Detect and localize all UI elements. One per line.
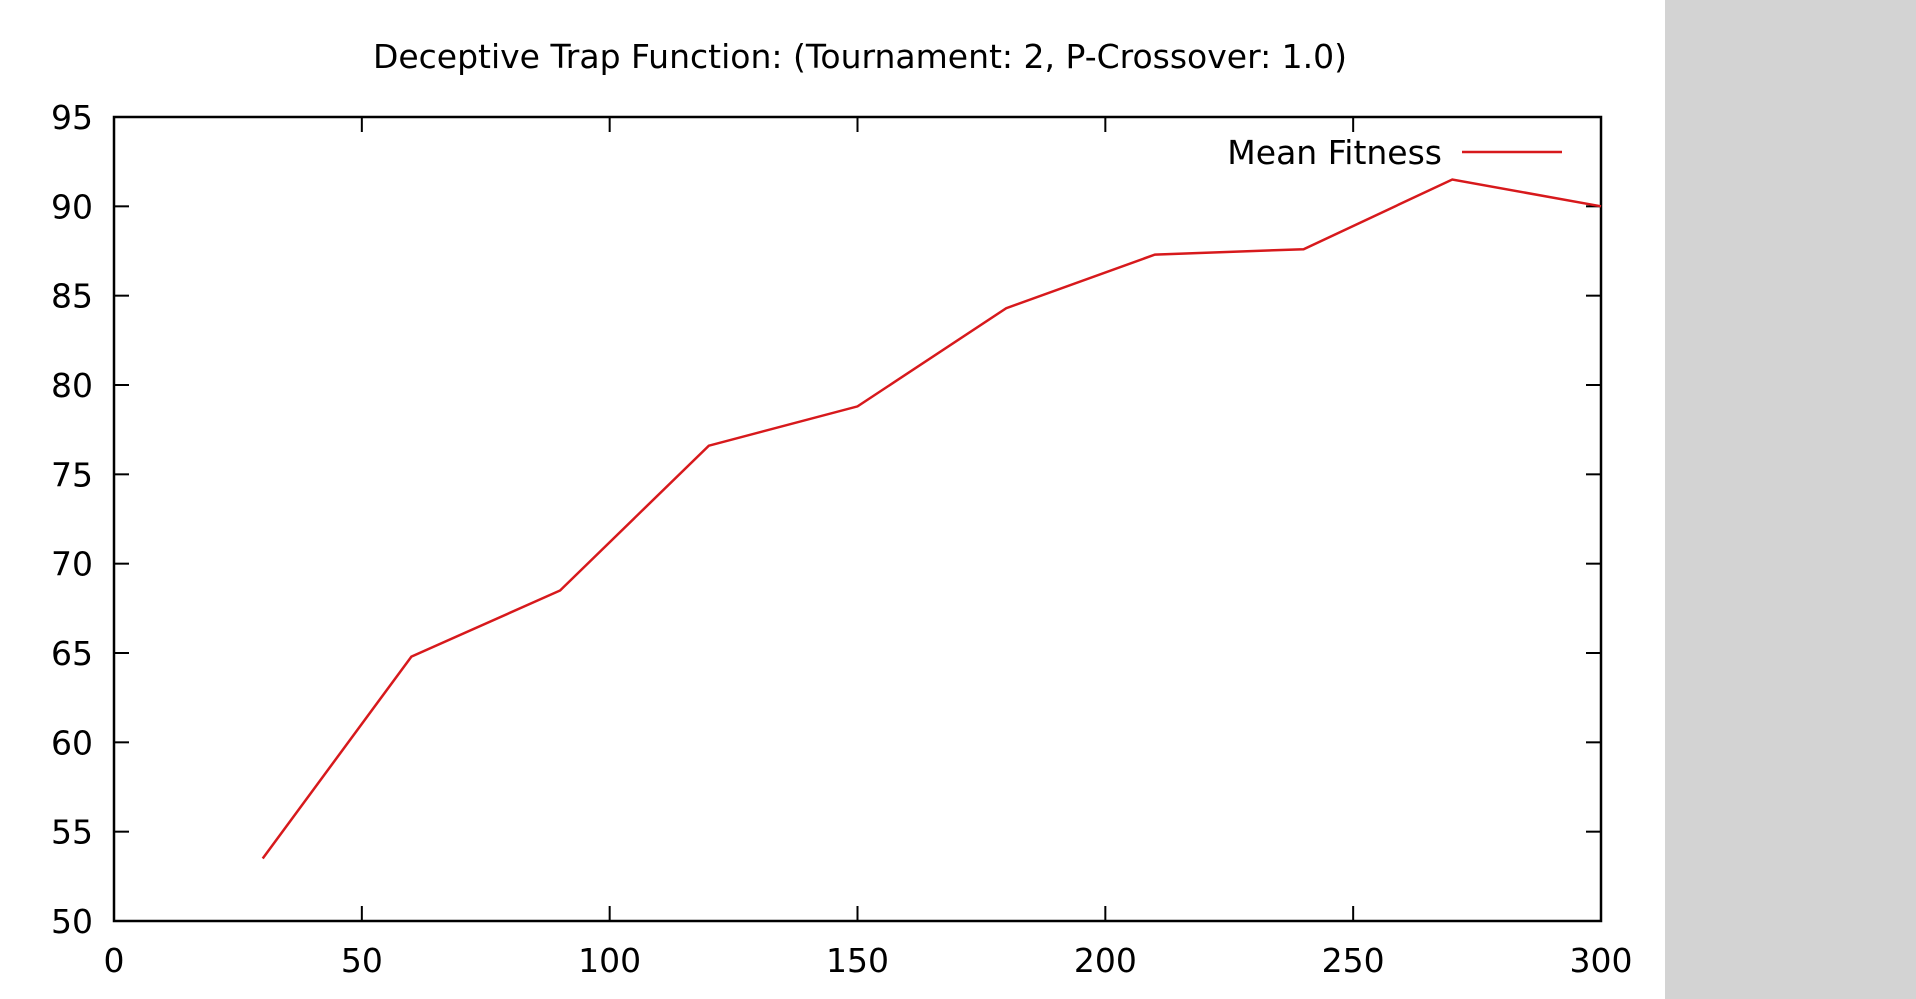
y-tick-label: 85	[51, 277, 93, 316]
x-axis-tick-labels: 0 50 100 150 200 250 300	[104, 941, 1633, 980]
x-tick-label: 300	[1570, 941, 1633, 980]
x-tick-label: 150	[826, 941, 889, 980]
y-tick-label: 80	[51, 366, 93, 405]
y-axis-tick-labels: 50 55 60 65 70 75 80 85 90 95	[51, 98, 93, 941]
legend: Mean Fitness	[1227, 133, 1562, 172]
x-tick-label: 0	[104, 941, 125, 980]
y-tick-label: 90	[51, 187, 93, 226]
legend-label: Mean Fitness	[1227, 133, 1442, 172]
x-tick-label: 50	[341, 941, 383, 980]
series-line-mean-fitness	[261, 178, 1602, 860]
x-tick-label: 100	[578, 941, 641, 980]
x-tick-label: 250	[1322, 941, 1385, 980]
y-tick-label: 50	[51, 902, 93, 941]
y-tick-label: 95	[51, 98, 93, 137]
y-tick-label: 75	[51, 455, 93, 494]
y-tick-label: 70	[51, 545, 93, 584]
chart-title: Deceptive Trap Function: (Tournament: 2,…	[373, 37, 1347, 76]
axis-ticks	[113, 116, 1602, 922]
x-tick-label: 200	[1074, 941, 1137, 980]
side-panel	[1665, 0, 1916, 999]
series-layer	[261, 178, 1602, 860]
line-chart: Deceptive Trap Function: (Tournament: 2,…	[51, 37, 1633, 980]
plot-frame	[112, 115, 1603, 923]
y-tick-label: 60	[51, 723, 93, 762]
y-tick-label: 55	[51, 813, 93, 852]
y-tick-label: 65	[51, 634, 93, 673]
